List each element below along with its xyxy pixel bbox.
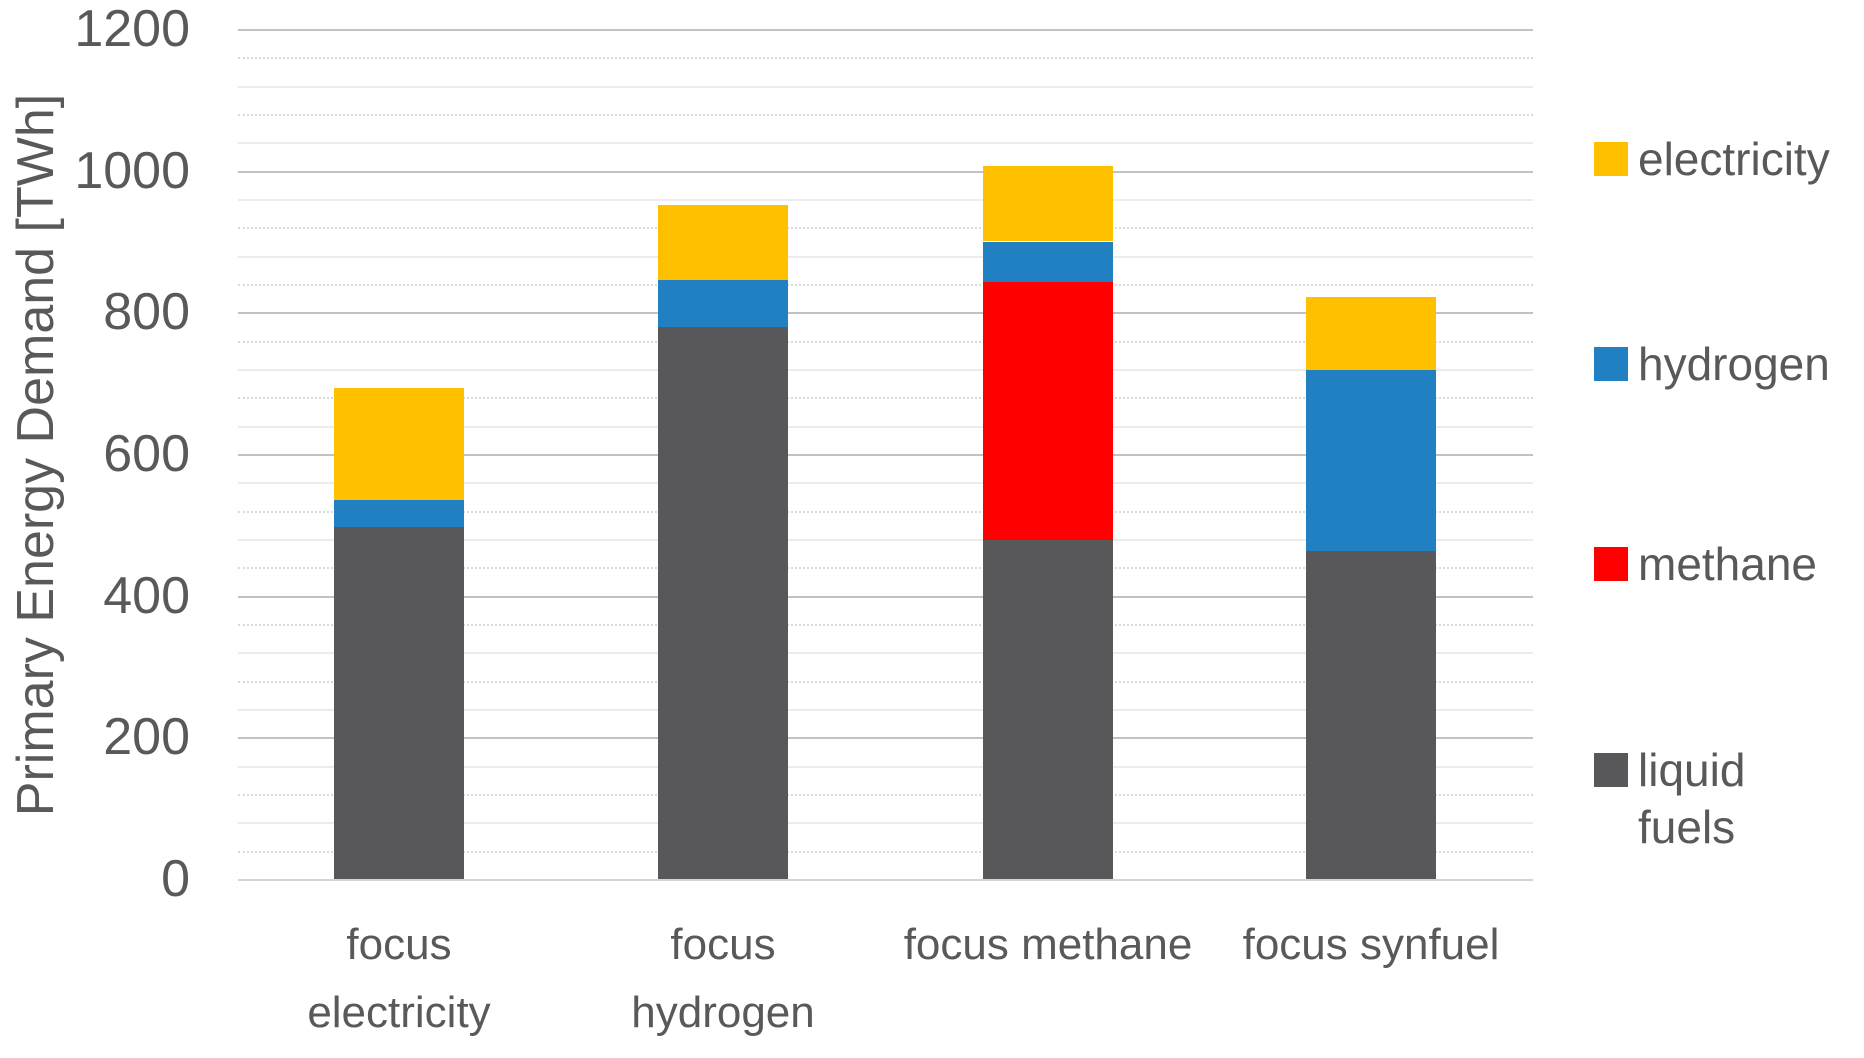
gridline-minor: [238, 142, 1533, 145]
gridline-minor: [238, 85, 1533, 88]
gridline-minor: [238, 57, 1533, 60]
y-axis: 0 200 400 600 800 1000 1200: [40, 0, 190, 908]
x-axis: focus electricity focus hydrogen focus metha…: [238, 911, 1533, 1058]
bar-segment-hydrogen: [1306, 369, 1436, 551]
bar-segment-liquid-fuels: [658, 326, 788, 879]
gridline-minor: [238, 199, 1533, 201]
legend-swatch-liquid-fuels: [1594, 753, 1628, 787]
legend-swatch-electricity: [1594, 142, 1628, 176]
legend-label-line: electricity: [1638, 133, 1830, 185]
x-axis-label-line: electricity: [307, 988, 491, 1037]
gridline-major: [238, 454, 1533, 456]
y-tick-label: 400: [103, 566, 190, 625]
bar-segment-electricity: [658, 205, 788, 280]
gridline-minor: [238, 652, 1533, 655]
y-tick-label: 1200: [74, 0, 190, 58]
bar-segment-liquid-fuels: [334, 527, 464, 879]
legend-item-hydrogen: hydrogen: [1594, 336, 1830, 393]
gridline-minor: [238, 539, 1533, 541]
legend-label-line: fuels: [1638, 801, 1736, 853]
x-axis-label-line: focus synfuel: [1242, 920, 1500, 969]
legend-label-liquid-fuels: liquid fuels: [1638, 742, 1745, 856]
bar-segment-electricity: [334, 388, 464, 500]
bar-segment-hydrogen: [658, 279, 788, 327]
legend-label-line: liquid: [1638, 744, 1746, 796]
gridline-minor: [238, 227, 1533, 230]
gridline-minor: [238, 482, 1533, 485]
y-tick-label: 800: [103, 283, 190, 342]
gridline-minor: [238, 822, 1533, 825]
gridline-minor: [238, 284, 1533, 286]
gridline-major: [238, 29, 1533, 31]
bar-segment-methane: [983, 281, 1113, 541]
y-tick-label: 200: [103, 708, 190, 767]
gridline-minor: [238, 850, 1533, 853]
legend-swatch-hydrogen: [1594, 347, 1628, 381]
gridline-minor: [238, 340, 1533, 343]
gridline-minor: [238, 369, 1533, 371]
gridline-major: [238, 737, 1533, 740]
gridline-minor: [238, 425, 1533, 428]
x-axis-label-line: focus: [670, 920, 776, 969]
gridline-major: [238, 170, 1533, 173]
x-axis-label-line: focus: [346, 920, 452, 969]
legend-label-hydrogen: hydrogen: [1638, 336, 1830, 393]
x-axis-label: focus synfuel: [1191, 911, 1551, 979]
legend-label-line: methane: [1638, 538, 1818, 590]
legend-item-methane: methane: [1594, 536, 1817, 593]
legend: electricity hydrogen methane liquid fuels: [1594, 0, 1864, 1058]
gridline-minor: [238, 114, 1533, 116]
y-tick-label: 600: [103, 425, 190, 483]
y-tick-label: 0: [161, 850, 190, 908]
bar-segment-electricity: [983, 166, 1113, 242]
legend-swatch-methane: [1594, 547, 1628, 581]
gridline-minor: [238, 680, 1533, 683]
bar-segment-hydrogen: [983, 241, 1113, 282]
x-axis-label-line: focus methane: [903, 920, 1193, 969]
legend-item-electricity: electricity: [1594, 131, 1830, 188]
gridline-minor: [238, 794, 1533, 796]
x-axis-label: focus electricity: [219, 911, 579, 1047]
legend-label-electricity: electricity: [1638, 131, 1830, 188]
gridline-minor: [238, 397, 1533, 400]
bar-segment-liquid-fuels: [1306, 551, 1436, 879]
bar-segment-liquid-fuels: [983, 540, 1113, 879]
x-axis-line: [238, 879, 1533, 881]
legend-label-line: hydrogen: [1638, 338, 1830, 390]
x-axis-label: focus hydrogen: [543, 911, 903, 1047]
gridline-minor: [238, 567, 1533, 570]
gridline-major: [238, 312, 1533, 315]
x-axis-label: focus methane: [868, 911, 1228, 979]
bar-segment-hydrogen: [334, 500, 464, 527]
legend-item-liquid-fuels: liquid fuels: [1594, 742, 1745, 856]
x-axis-label-line: hydrogen: [631, 988, 815, 1037]
gridline-minor: [238, 255, 1533, 258]
legend-label-methane: methane: [1638, 536, 1817, 593]
gridline-minor: [238, 765, 1533, 768]
gridline-minor: [238, 624, 1533, 626]
gridline-minor: [238, 709, 1533, 711]
gridline-minor: [238, 510, 1533, 513]
y-tick-label: 1000: [74, 141, 190, 200]
gridline-major: [238, 595, 1533, 598]
bar-segment-electricity: [1306, 296, 1436, 370]
plot-area: [238, 29, 1533, 881]
